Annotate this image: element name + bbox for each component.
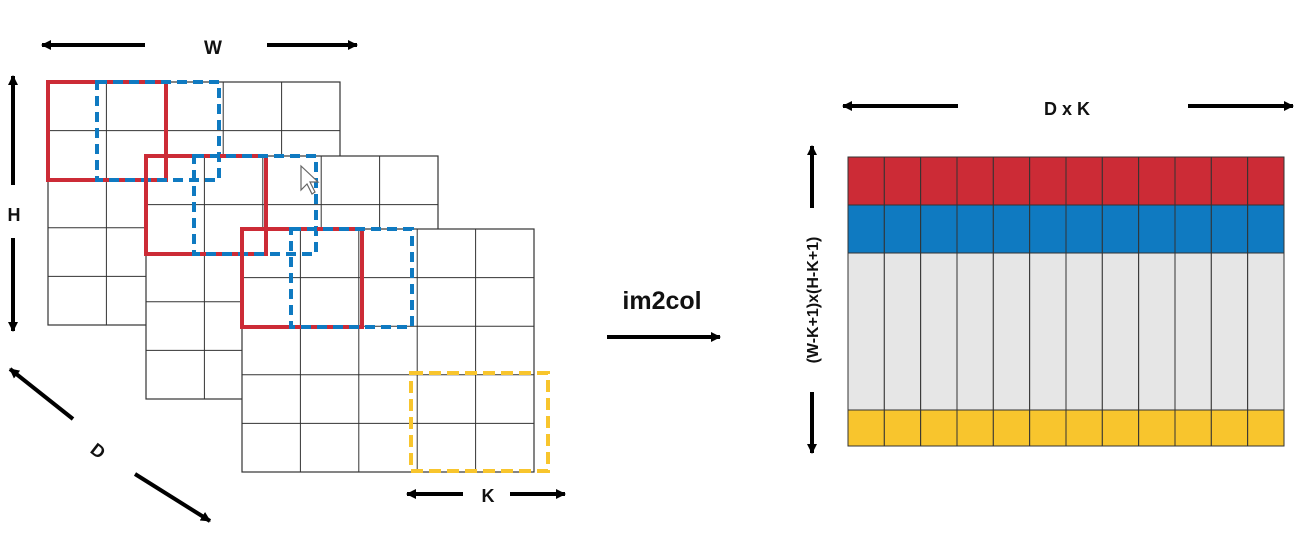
matrix-cell bbox=[920, 204, 958, 254]
matrix-cell bbox=[1065, 156, 1103, 206]
matrix-height-dimension: (W-K+1)x(H-K+1) bbox=[805, 145, 822, 454]
matrix-cell bbox=[1065, 409, 1103, 447]
matrix-cell bbox=[1210, 204, 1249, 254]
matrix-width-label: D x K bbox=[1044, 99, 1090, 119]
matrix-cell bbox=[1247, 204, 1285, 254]
depth-arrow-up bbox=[8, 367, 75, 421]
matrix-cell bbox=[992, 204, 1031, 254]
matrix-cell bbox=[956, 204, 994, 254]
height-label: H bbox=[8, 205, 21, 225]
matrix-cell bbox=[920, 409, 958, 447]
matrix-height-label: (W-K+1)x(H-K+1) bbox=[805, 237, 822, 364]
matrix-cell bbox=[1247, 252, 1285, 411]
depth-arrow-down bbox=[133, 472, 212, 523]
kernel-window-yellow bbox=[409, 371, 550, 473]
kernel-label: K bbox=[482, 486, 495, 506]
matrix-cell bbox=[1174, 156, 1212, 206]
matrix-cell bbox=[883, 204, 922, 254]
matrix-cell bbox=[1029, 204, 1067, 254]
matrix-cell bbox=[1101, 204, 1140, 254]
matrix-cell bbox=[956, 252, 994, 411]
operation-label: im2col bbox=[622, 287, 701, 315]
matrix-row-last-patch bbox=[847, 409, 1285, 447]
depth-slice-3 bbox=[241, 228, 535, 473]
kernel-window-blue-2 bbox=[192, 154, 318, 256]
matrix-cell bbox=[1247, 156, 1285, 206]
matrix-row-first-patch bbox=[847, 156, 1285, 206]
matrix-cell bbox=[883, 252, 922, 411]
matrix-cell bbox=[847, 156, 885, 206]
matrix-cell bbox=[1138, 252, 1176, 411]
matrix-cell bbox=[883, 156, 922, 206]
matrix-cell bbox=[883, 409, 922, 447]
cursor-icon bbox=[300, 164, 320, 195]
matrix-cell bbox=[1210, 409, 1249, 447]
matrix-cell bbox=[847, 409, 885, 447]
matrix-cell bbox=[1138, 409, 1176, 447]
im2col-operation: im2col bbox=[607, 287, 721, 342]
matrix-row-second-patch bbox=[847, 204, 1285, 254]
input-volume bbox=[46, 80, 550, 473]
matrix-cell bbox=[920, 252, 958, 411]
matrix-width-dimension: D x K bbox=[842, 99, 1294, 119]
matrix-cell bbox=[1065, 252, 1103, 411]
matrix-cell bbox=[992, 156, 1031, 206]
matrix-cell bbox=[1029, 252, 1067, 411]
matrix-cell bbox=[956, 409, 994, 447]
matrix-cell bbox=[1174, 252, 1212, 411]
matrix-cell bbox=[1247, 409, 1285, 447]
kernel-window-blue-1 bbox=[95, 80, 221, 182]
matrix-cell bbox=[847, 252, 885, 411]
matrix-cell bbox=[920, 156, 958, 206]
matrix-cell bbox=[992, 409, 1031, 447]
matrix-row-middle-patches bbox=[847, 252, 1285, 411]
matrix-cell bbox=[1174, 409, 1212, 447]
matrix-cell bbox=[992, 252, 1031, 411]
matrix-cell bbox=[1101, 156, 1140, 206]
height-dimension: H bbox=[8, 75, 21, 332]
matrix-cell bbox=[1210, 156, 1249, 206]
matrix-cell bbox=[847, 204, 885, 254]
matrix-cell bbox=[956, 156, 994, 206]
width-label: W bbox=[204, 38, 222, 59]
matrix-cell bbox=[1101, 409, 1140, 447]
matrix-cell bbox=[1138, 156, 1176, 206]
width-dimension: W bbox=[41, 38, 358, 59]
matrix-cell bbox=[1174, 204, 1212, 254]
output-matrix bbox=[847, 156, 1285, 447]
matrix-cell bbox=[1029, 156, 1067, 206]
matrix-cell bbox=[1065, 204, 1103, 254]
matrix-cell bbox=[1101, 252, 1140, 411]
matrix-cell bbox=[1029, 409, 1067, 447]
depth-label: D bbox=[87, 439, 110, 463]
kernel-window-blue-3 bbox=[289, 227, 414, 329]
matrix-cell bbox=[1210, 252, 1249, 411]
matrix-cell bbox=[1138, 204, 1176, 254]
kernel-dimension: K bbox=[406, 486, 566, 506]
